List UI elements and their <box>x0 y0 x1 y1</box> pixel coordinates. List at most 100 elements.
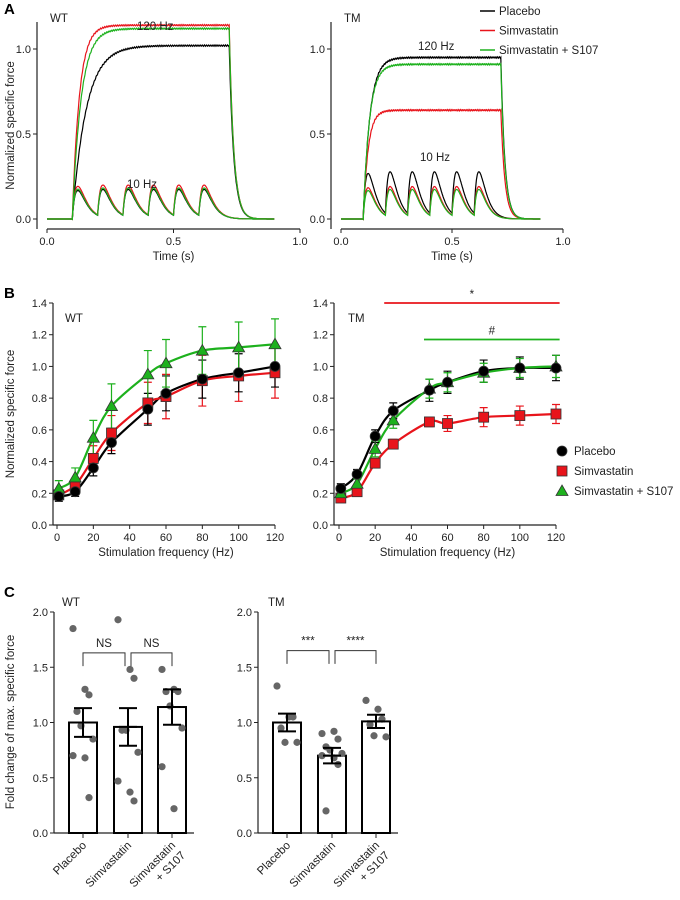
x-tick-label: 100 <box>511 532 529 544</box>
group-label: TM <box>348 313 365 325</box>
data-point <box>550 408 562 420</box>
y-tick-label: 1.0 <box>32 361 47 373</box>
trace-120hz-2 <box>47 26 275 221</box>
data-point <box>281 738 289 746</box>
y-tick-label: 0.6 <box>313 425 328 437</box>
data-point <box>126 788 134 796</box>
x-tick-label: 1.0 <box>555 236 570 248</box>
data-point <box>334 735 342 743</box>
y-tick-label: 0.4 <box>313 457 328 469</box>
y-tick-label: 1.0 <box>313 361 328 373</box>
trace-10hz-0 <box>341 171 541 220</box>
data-point <box>126 665 134 674</box>
y-tick-label: 0.5 <box>237 773 252 785</box>
data-point <box>322 807 330 815</box>
x-axis-label: Time (s) <box>431 251 473 263</box>
data-point <box>233 367 245 379</box>
y-tick-label: 2.0 <box>237 607 252 619</box>
error-bar <box>74 707 92 738</box>
legend-label: Placebo <box>499 6 541 18</box>
x-tick-label: 120 <box>547 532 565 544</box>
x-tick-label: 60 <box>160 532 172 544</box>
panel-letter: A <box>4 1 15 18</box>
group-label: TM <box>344 13 361 25</box>
data-point <box>106 437 117 448</box>
y-tick-label: 0.0 <box>32 520 47 532</box>
x-tick-label: 0.0 <box>333 236 348 248</box>
y-tick-label: 1.2 <box>313 330 328 342</box>
legend-marker <box>556 445 568 457</box>
x-tick-label: 0.5 <box>166 236 181 248</box>
y-tick-label: 0.0 <box>310 214 325 226</box>
annotation: 120 Hz <box>418 41 455 53</box>
group-label: TM <box>268 597 285 609</box>
data-point <box>104 399 119 411</box>
data-point <box>478 365 490 377</box>
data-point <box>369 457 381 469</box>
error-bar <box>119 707 137 747</box>
data-point <box>134 748 142 756</box>
data-point <box>289 713 297 721</box>
x-axis-label: Stimulation frequency (Hz) <box>380 547 516 559</box>
data-point <box>178 724 186 732</box>
trace-10hz-2 <box>341 188 541 220</box>
data-point <box>53 491 65 502</box>
data-point <box>374 705 382 713</box>
x-tick-label: 60 <box>441 532 453 544</box>
y-tick-label: 0.8 <box>313 393 328 405</box>
y-tick-label: 1.5 <box>33 662 48 674</box>
group-label: WT <box>50 13 68 25</box>
data-point <box>130 674 138 682</box>
trace-10hz-2 <box>47 187 275 220</box>
data-point <box>369 430 381 442</box>
annotation: 120 Hz <box>137 21 174 33</box>
y-tick-label: 1.0 <box>33 718 48 730</box>
fit-curve <box>58 365 276 498</box>
y-tick-label: 0.2 <box>313 488 328 500</box>
data-point <box>87 452 99 464</box>
data-point <box>85 794 93 802</box>
data-point <box>81 685 89 693</box>
error-bar <box>367 713 385 730</box>
data-point <box>273 682 281 690</box>
comparison-bracket <box>82 652 126 667</box>
y-tick-label: 1.0 <box>16 44 31 56</box>
data-point <box>277 724 285 732</box>
data-point <box>442 376 453 388</box>
data-point <box>158 763 166 771</box>
x-tick-label: 100 <box>229 532 247 544</box>
trace-120hz-2 <box>341 62 541 221</box>
x-axis-label: Stimulation frequency (Hz) <box>98 547 234 559</box>
y-tick-label: 0.2 <box>32 488 47 500</box>
data-point <box>366 721 374 729</box>
data-point <box>442 418 453 429</box>
bar <box>317 754 347 835</box>
data-point <box>362 696 370 705</box>
category-label: Simvastatin <box>84 840 135 891</box>
panel-letter: C <box>4 584 15 601</box>
y-tick-label: 0.0 <box>16 214 31 226</box>
data-point <box>196 373 208 385</box>
data-point <box>335 483 347 494</box>
data-point <box>424 416 435 428</box>
legend-label: Placebo <box>574 446 616 458</box>
annotation: 10 Hz <box>127 179 157 191</box>
data-point <box>424 384 435 396</box>
data-point <box>170 805 178 813</box>
y-tick-label: 0.0 <box>33 828 48 840</box>
comparison-bracket <box>286 650 330 664</box>
category-label: Placebo <box>51 840 89 878</box>
y-tick-label: 1.5 <box>237 662 252 674</box>
legend-label: Simvastatin <box>499 26 558 38</box>
data-point <box>318 729 326 738</box>
error-bar <box>323 746 341 765</box>
data-point <box>69 624 77 633</box>
data-point <box>351 468 363 480</box>
data-point <box>293 738 301 746</box>
category-label: Placebo <box>255 840 293 878</box>
x-tick-label: 0 <box>336 532 342 544</box>
data-point <box>68 470 82 483</box>
y-axis-label: Fold change of max. specific force <box>5 635 17 810</box>
y-tick-label: 1.4 <box>313 298 328 310</box>
comparison-label: *** <box>301 636 315 648</box>
